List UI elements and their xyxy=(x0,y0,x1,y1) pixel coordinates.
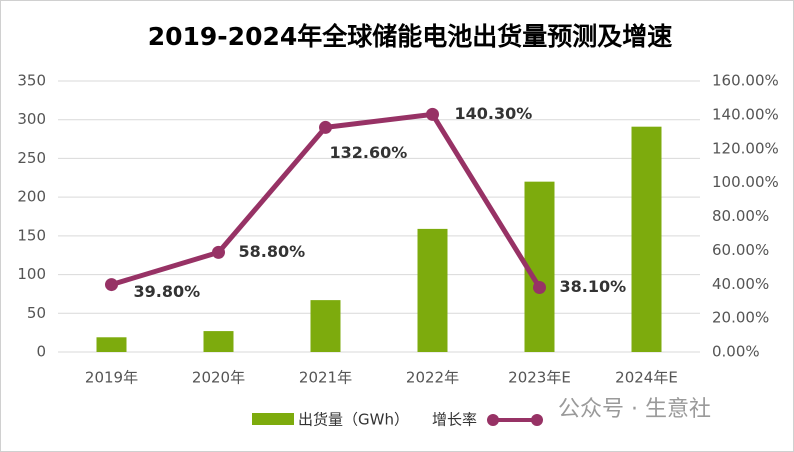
y-tick-label: 200 xyxy=(17,188,46,206)
line-marker xyxy=(105,278,118,292)
data-label: 58.80% xyxy=(239,242,306,261)
bar xyxy=(310,300,341,352)
x-tick-label: 2024年E xyxy=(615,369,678,387)
bar xyxy=(631,126,662,352)
chart-title: 2019-2024年全球储能电池出货量预测及增速 xyxy=(148,22,673,51)
bar xyxy=(417,228,448,352)
line-marker xyxy=(533,280,546,294)
y2-tick-label: 140.00% xyxy=(712,105,779,123)
y-tick-label: 150 xyxy=(17,226,46,244)
y-tick-label: 100 xyxy=(17,265,46,283)
legend-marker xyxy=(487,414,499,426)
y2-tick-label: 160.00% xyxy=(712,72,779,90)
y2-tick-label: 120.00% xyxy=(712,139,779,157)
data-label: 39.80% xyxy=(134,282,201,301)
watermark: 公众号 · 生意社 xyxy=(558,397,711,422)
bar xyxy=(96,337,127,352)
x-tick-label: 2021年 xyxy=(299,369,352,387)
x-tick-label: 2023年E xyxy=(508,369,571,387)
y2-tick-label: 0.00% xyxy=(712,343,760,361)
y2-tick-label: 20.00% xyxy=(712,309,769,327)
line-marker xyxy=(426,107,439,121)
line-marker xyxy=(319,120,332,134)
y-tick-label: 50 xyxy=(27,304,46,322)
x-tick-label: 2020年 xyxy=(192,369,245,387)
y-tick-label: 350 xyxy=(17,72,46,90)
y2-tick-label: 60.00% xyxy=(712,241,769,259)
y2-tick-label: 80.00% xyxy=(712,207,769,225)
legend-marker xyxy=(531,414,543,426)
y-tick-label: 0 xyxy=(36,343,46,361)
legend-label: 出货量（GWh） xyxy=(298,411,409,429)
line-marker xyxy=(212,245,225,259)
data-label: 140.30% xyxy=(455,104,533,123)
data-label: 132.60% xyxy=(330,143,408,162)
y-tick-label: 300 xyxy=(17,110,46,128)
data-label: 38.10% xyxy=(560,277,627,296)
legend-swatch xyxy=(252,413,294,425)
x-tick-label: 2022年 xyxy=(406,369,459,387)
x-tick-label: 2019年 xyxy=(85,369,138,387)
y2-tick-label: 40.00% xyxy=(712,275,769,293)
y-tick-label: 250 xyxy=(17,149,46,167)
y2-tick-label: 100.00% xyxy=(712,173,779,191)
legend-label: 增长率 xyxy=(432,411,477,429)
bar xyxy=(203,331,234,352)
